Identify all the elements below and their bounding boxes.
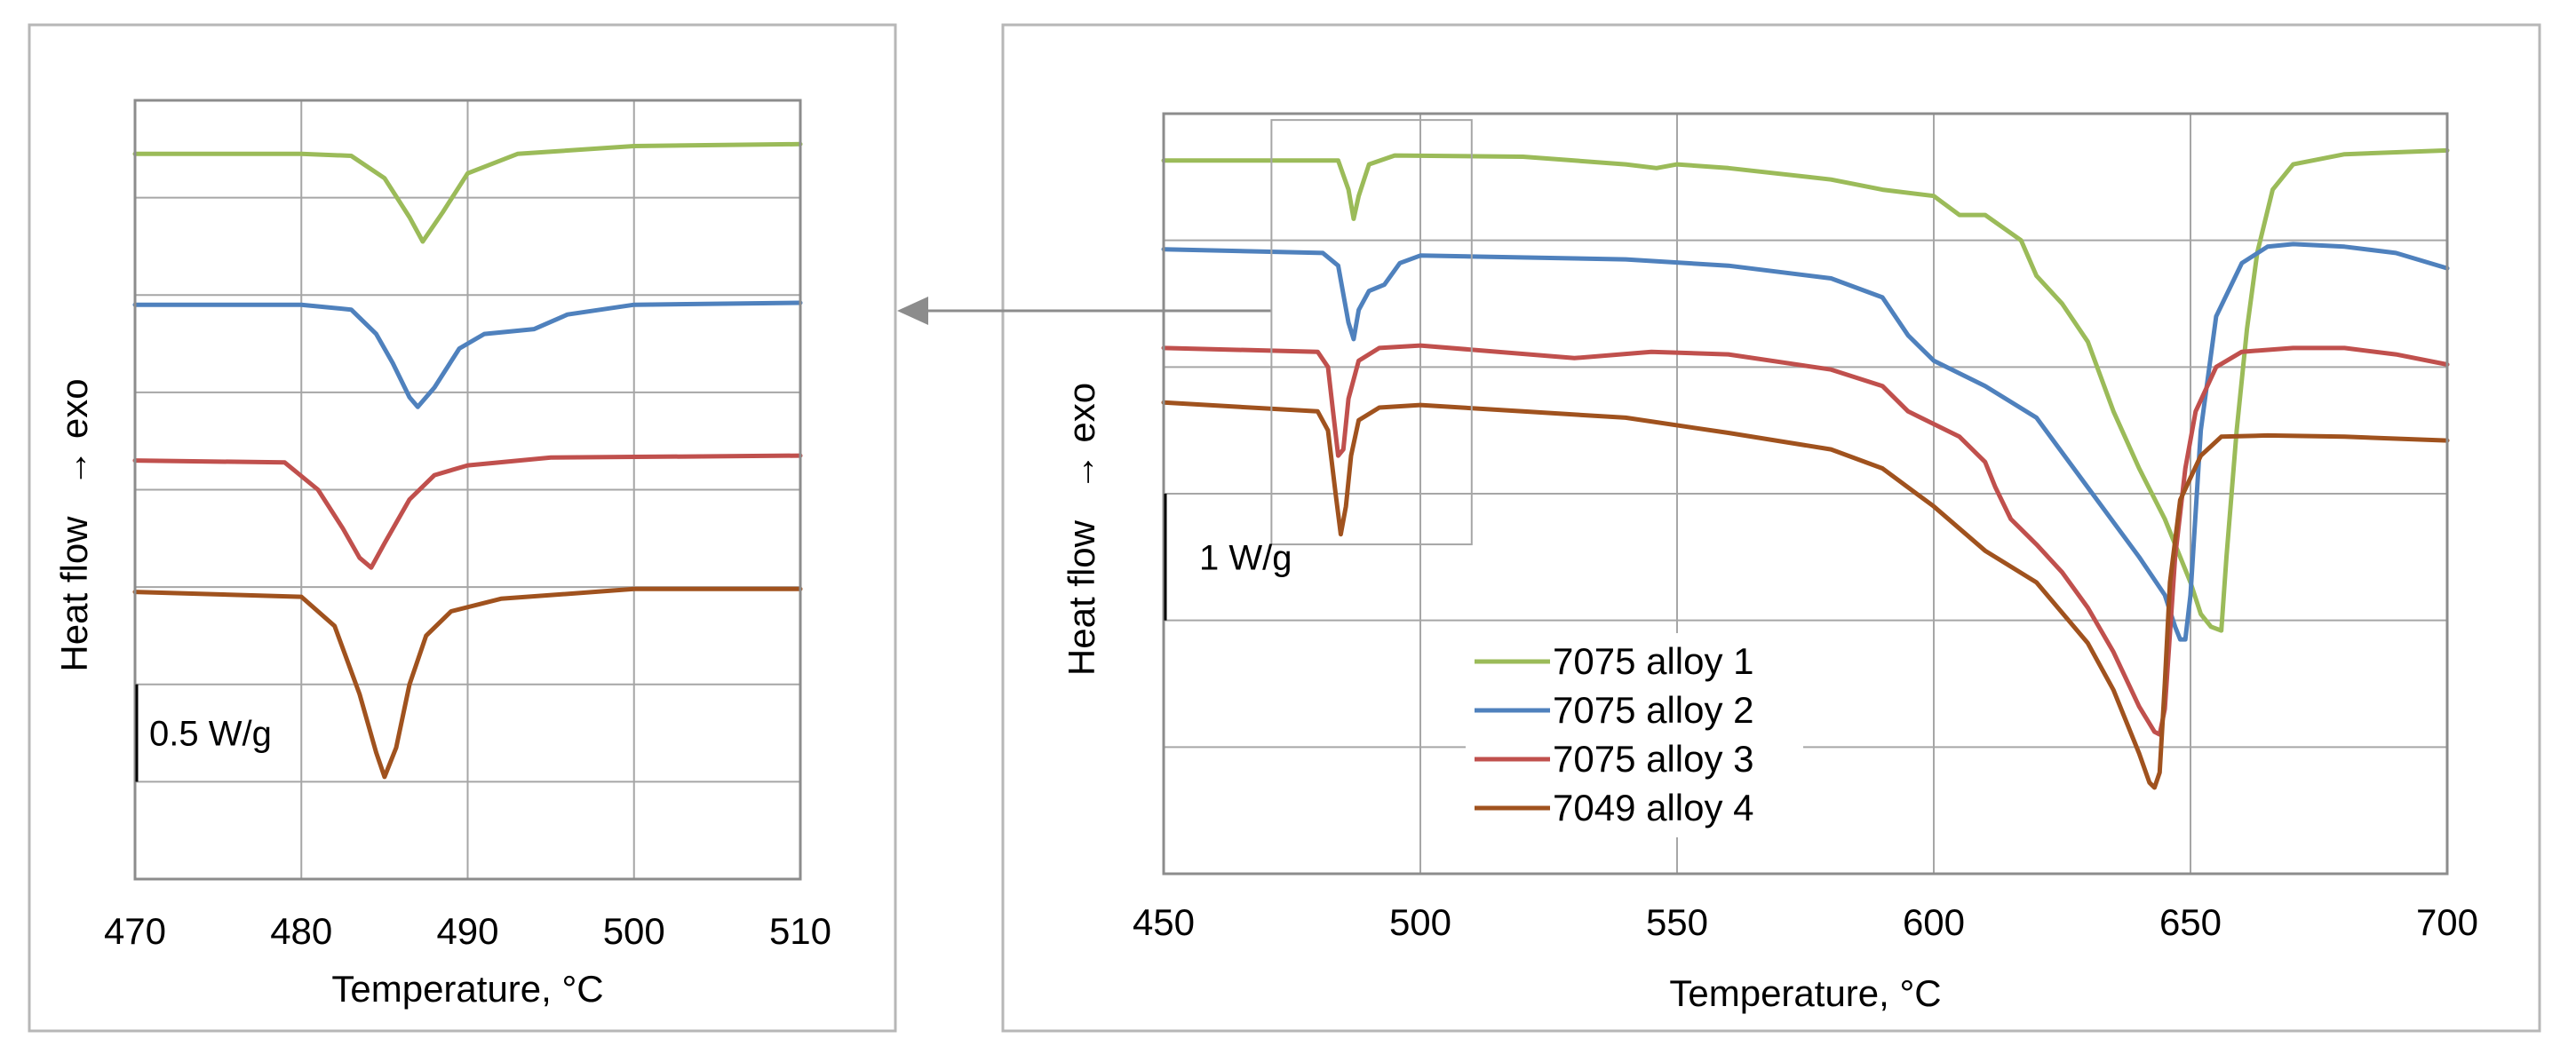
x-tick-label: 490 (436, 910, 498, 952)
x-tick-label: 450 (1133, 901, 1195, 943)
left-chart-y-axis-label-arrow: → exo (53, 378, 95, 486)
zoom-link-arrow (897, 297, 1272, 325)
right-chart-series (1161, 147, 2450, 790)
legend-label: 7049 alloy 4 (1553, 787, 1754, 828)
x-tick-label: 480 (270, 910, 332, 952)
left-chart-y-axis-label: Heat flow → exo (53, 378, 95, 671)
left-chart-scale-label: 0.5 W/g (149, 715, 272, 754)
right-chart-legend: 7075 alloy 1 7075 alloy 2 7075 alloy 3 7049… (1466, 633, 1803, 837)
right-chart-y-axis-label-main: Heat flow (1061, 519, 1102, 676)
right-chart-scale-bar: 1 W/g (1164, 494, 1292, 621)
series-line-7075-alloy-3 (1161, 343, 2450, 737)
series-line-7075-alloy-2 (132, 300, 803, 409)
zoom-arrow-head (897, 297, 928, 325)
right-panel-frame (1001, 23, 2541, 1033)
series-line-7075-alloy-1 (1161, 147, 2450, 633)
legend-label: 7075 alloy 1 (1553, 640, 1754, 682)
left-chart-x-tick-labels: 470 480 490 500 510 (104, 910, 831, 952)
legend-background (1466, 633, 1803, 837)
x-tick-label: 650 (2159, 901, 2222, 943)
x-tick-label: 600 (1903, 901, 1965, 943)
series-line-7049-alloy-4 (132, 586, 803, 780)
legend-label: 7075 alloy 2 (1553, 689, 1754, 731)
x-tick-label: 470 (104, 910, 166, 952)
legend-label: 7075 alloy 3 (1553, 738, 1754, 780)
left-chart: 0.5 W/g 470 480 490 500 510 Temperature, °C … (53, 99, 831, 1010)
left-chart-plot-frame (133, 99, 802, 881)
x-tick-label: 500 (1389, 901, 1451, 943)
right-chart-zoom-box (1270, 119, 1473, 546)
left-chart-y-axis-label-main: Heat flow (53, 516, 95, 672)
x-tick-label: 700 (2416, 901, 2478, 943)
series-line-7049-alloy-4 (1161, 400, 2450, 790)
right-chart-plot-frame (1162, 112, 2449, 876)
right-chart-x-axis-label: Temperature, °C (1669, 972, 1941, 1014)
left-chart-scale-bar: 0.5 W/g (135, 684, 272, 782)
left-chart-series (132, 141, 803, 780)
left-panel-frame (28, 23, 897, 1033)
right-chart-y-axis-label: Heat flow → exo (1061, 383, 1102, 676)
series-line-7075-alloy-2 (1161, 242, 2450, 642)
right-chart-scale-label: 1 W/g (1199, 538, 1292, 577)
series-line-7075-alloy-3 (132, 453, 803, 570)
left-chart-x-axis-label: Temperature, °C (331, 968, 603, 1010)
x-tick-label: 500 (603, 910, 665, 952)
right-chart-y-axis-label-arrow: → exo (1061, 383, 1102, 490)
right-chart-x-tick-labels: 450 500 550 600 650 700 (1133, 901, 2478, 943)
series-line-7075-alloy-1 (132, 141, 803, 244)
x-tick-label: 510 (769, 910, 831, 952)
right-chart: 7075 alloy 1 7075 alloy 2 7075 alloy 3 7049… (1061, 112, 2478, 1014)
x-tick-label: 550 (1646, 901, 1708, 943)
